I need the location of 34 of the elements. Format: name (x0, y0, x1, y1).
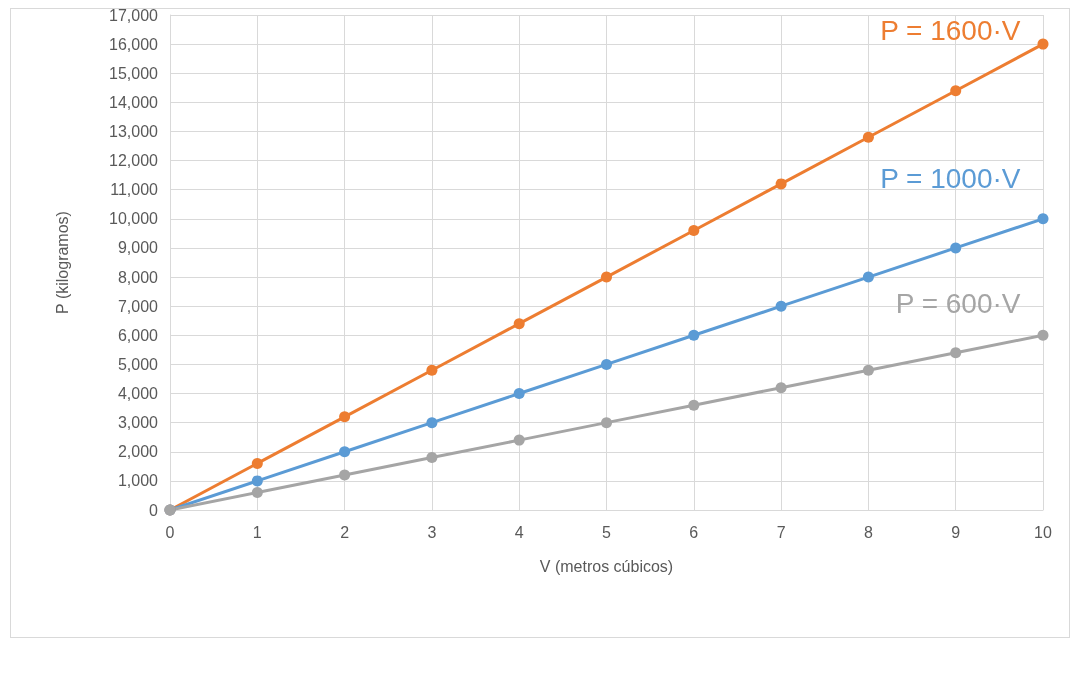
x-tick-label: 8 (863, 523, 873, 541)
series-label: P = 1000·V (880, 163, 1021, 195)
y-tick-label: 15,000 (109, 64, 159, 82)
y-tick-label: 2,000 (117, 443, 159, 461)
x-tick-label: 7 (776, 523, 786, 541)
y-tick-label: 3,000 (117, 414, 159, 432)
x-tick-label: 2 (340, 523, 350, 541)
y-tick-label: 13,000 (109, 122, 159, 140)
y-tick-label: 5,000 (117, 355, 159, 373)
x-tick-label: 3 (427, 523, 437, 541)
y-tick-label: 16,000 (109, 35, 159, 53)
y-tick-label: 11,000 (110, 181, 159, 199)
series-label: P = 600·V (895, 287, 1021, 319)
y-tick-label: 6,000 (117, 326, 159, 344)
x-tick-label: 0 (165, 523, 175, 541)
x-tick-label: 5 (602, 523, 612, 541)
y-tick-label: 4,000 (117, 385, 159, 403)
y-tick-label: 9,000 (117, 239, 159, 257)
x-tick-label: 6 (689, 523, 699, 541)
x-tick-label: 4 (514, 523, 524, 541)
x-tick-label: 9 (951, 523, 961, 541)
y-tick-label: 8,000 (117, 268, 159, 286)
x-tick-label: 10 (1034, 523, 1052, 541)
y-tick-label: 10,000 (109, 210, 159, 228)
y-tick-label: 14,000 (109, 93, 159, 111)
series-label: P = 1600·V (880, 14, 1021, 46)
x-tick-label: 1 (252, 523, 262, 541)
y-axis-title: P (kilogramos) (53, 211, 71, 314)
y-tick-label: 0 (149, 501, 159, 519)
y-tick-label: 17,000 (109, 6, 159, 24)
y-tick-label: 1,000 (117, 472, 159, 490)
x-axis-title: V (metros cúbicos) (539, 557, 674, 575)
y-tick-label: 12,000 (109, 152, 159, 170)
y-tick-label: 7,000 (117, 297, 159, 315)
